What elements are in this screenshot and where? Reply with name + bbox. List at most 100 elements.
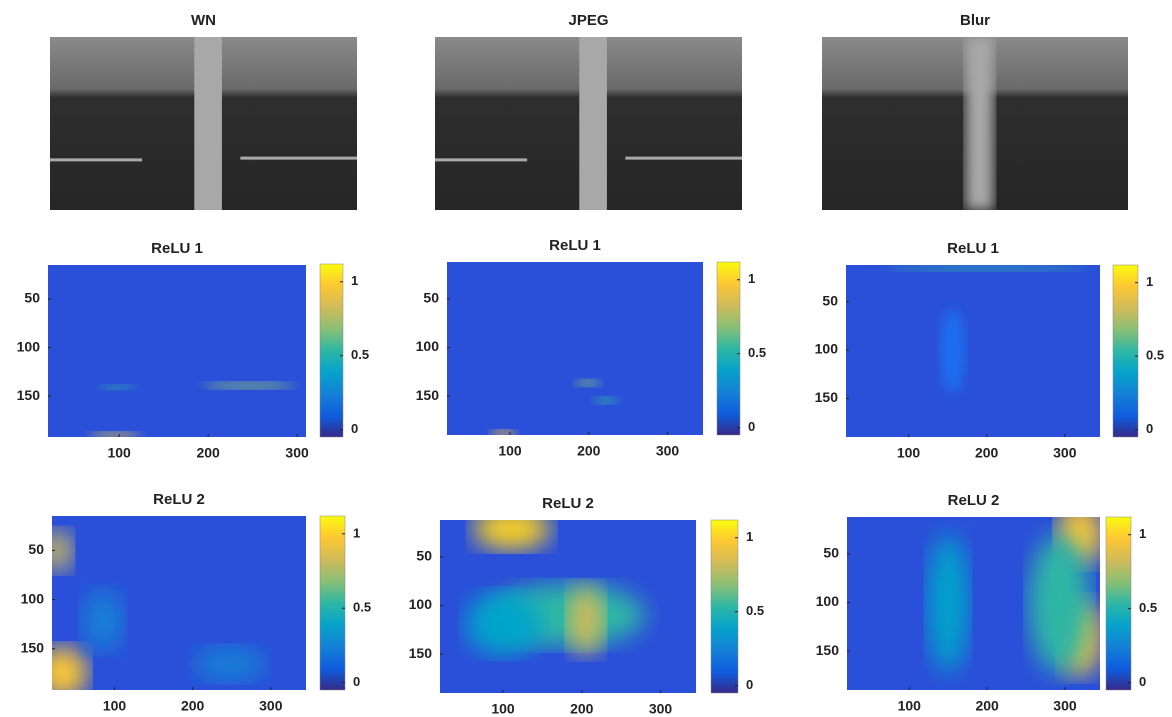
colorbar-tick-label: 1 (353, 525, 360, 540)
x-tick-label: 200 (577, 443, 601, 459)
panel (440, 520, 696, 693)
colorbar (710, 519, 739, 694)
colorbar-tick-label: 0 (1146, 421, 1153, 436)
heatmap-feature (473, 520, 551, 550)
heatmap-feature (927, 534, 969, 673)
panel (50, 37, 357, 210)
colorbar-tick-label: 0.5 (1139, 600, 1157, 615)
colorbar (319, 515, 346, 691)
heatmap-image (48, 265, 306, 437)
y-tick-label: 50 (823, 545, 839, 561)
y-tick-label: 100 (816, 593, 840, 609)
panel-title: WN (191, 12, 216, 29)
colorbar-tick-label: 0.5 (353, 600, 371, 615)
heatmap-feature (592, 396, 619, 404)
colorbar-tick-label: 1 (1139, 526, 1146, 541)
heatmap-image (447, 262, 703, 435)
y-tick-label: 50 (822, 292, 838, 308)
panel (48, 265, 306, 437)
heatmap-feature (52, 646, 88, 690)
colorbar-tick-label: 1 (746, 529, 753, 544)
heatmap-feature (939, 308, 966, 394)
panel-title: JPEG (568, 12, 608, 29)
panel (846, 265, 1100, 437)
heatmap-feature (568, 585, 604, 655)
panel (822, 37, 1128, 210)
colorbar-tick-label: 0.5 (351, 347, 369, 362)
x-tick-label: 200 (975, 698, 999, 714)
colorbar-tick-label: 0 (353, 674, 360, 689)
panel-title: ReLU 1 (151, 240, 203, 257)
panel-title: ReLU 1 (549, 237, 601, 254)
heatmap-image (846, 265, 1100, 437)
colorbar (1112, 264, 1139, 438)
y-tick-label: 150 (21, 639, 45, 655)
panel-title: ReLU 1 (947, 240, 999, 257)
colorbar-tick-label: 1 (1146, 274, 1153, 289)
y-tick-label: 150 (815, 389, 839, 405)
x-tick-label: 200 (196, 445, 220, 461)
y-tick-label: 100 (416, 338, 440, 354)
photo-pole (194, 37, 222, 210)
heatmap-feature (884, 265, 1088, 272)
x-tick-label: 300 (1053, 698, 1077, 714)
y-tick-label: 150 (816, 642, 840, 658)
colorbar-tick-label: 0 (746, 677, 753, 692)
x-tick-label: 300 (649, 701, 673, 717)
y-tick-label: 100 (815, 341, 839, 357)
heatmap-feature (89, 431, 141, 437)
photo-pole (579, 37, 607, 210)
panel (447, 262, 703, 435)
x-tick-label: 300 (259, 698, 283, 714)
x-tick-label: 200 (181, 698, 205, 714)
y-tick-label: 150 (17, 387, 41, 403)
heatmap-feature (1029, 534, 1090, 673)
panel-title: ReLU 2 (948, 492, 1000, 509)
panel-title: ReLU 2 (542, 495, 594, 512)
colorbar-tick-label: 1 (748, 271, 755, 286)
colorbar-tick-label: 0.5 (746, 603, 764, 618)
panel (435, 37, 742, 210)
heatmap-feature (202, 381, 296, 389)
colorbar-tick-label: 0 (351, 421, 358, 436)
colorbar-tick-label: 0 (1139, 674, 1146, 689)
y-tick-label: 50 (416, 548, 432, 564)
x-tick-label: 200 (975, 445, 999, 461)
colorbar (1105, 516, 1132, 691)
panel (847, 517, 1100, 690)
x-tick-label: 300 (285, 445, 309, 461)
colorbar (716, 261, 741, 436)
x-tick-label: 100 (103, 698, 127, 714)
colorbar-tick-label: 0.5 (748, 345, 766, 360)
heatmap-feature (575, 379, 601, 387)
colorbar-tick-label: 0 (748, 419, 755, 434)
x-tick-label: 100 (898, 698, 922, 714)
x-tick-label: 300 (656, 443, 680, 459)
x-tick-label: 100 (897, 445, 921, 461)
y-tick-label: 50 (423, 290, 439, 306)
x-tick-label: 100 (491, 701, 515, 717)
panel-title: Blur (960, 12, 990, 29)
panel-title: ReLU 2 (153, 491, 205, 508)
heatmap-feature (465, 592, 543, 655)
heatmap-feature (99, 384, 136, 390)
heatmap-feature (490, 429, 517, 435)
panel (52, 516, 306, 690)
y-tick-label: 150 (409, 645, 433, 661)
colorbar-tick-label: 0.5 (1146, 348, 1164, 363)
x-tick-label: 100 (498, 443, 522, 459)
x-tick-label: 100 (107, 445, 131, 461)
y-tick-label: 50 (24, 290, 40, 306)
colorbar-tick-label: 1 (351, 273, 358, 288)
x-tick-label: 300 (1053, 445, 1077, 461)
y-tick-label: 50 (28, 541, 44, 557)
photo-pole (965, 37, 994, 210)
heatmap-feature (82, 589, 124, 652)
y-tick-label: 150 (416, 387, 440, 403)
y-tick-label: 100 (17, 338, 41, 354)
y-tick-label: 100 (21, 590, 45, 606)
x-tick-label: 200 (570, 701, 594, 717)
colorbar (319, 263, 344, 438)
heatmap-feature (194, 646, 266, 682)
